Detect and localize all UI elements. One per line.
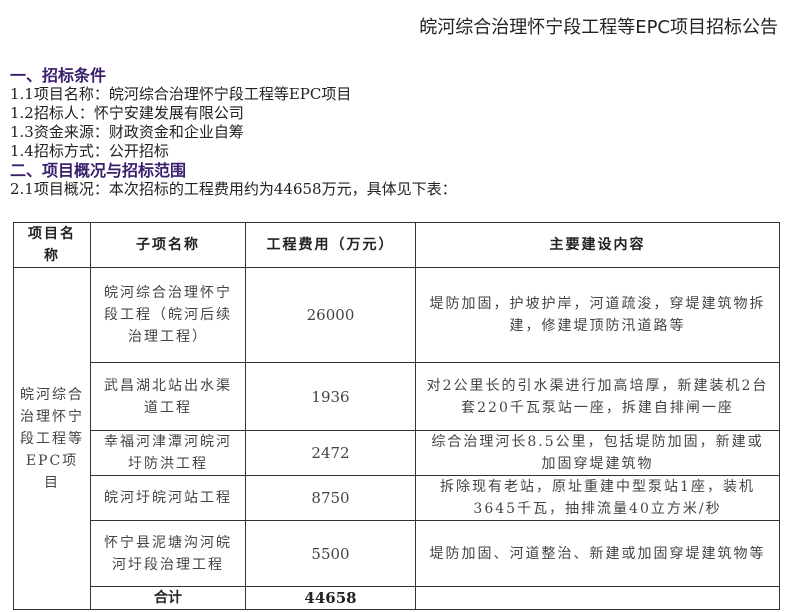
header-project: 项目名称 [13,222,91,268]
header-subitem: 子项名称 [90,222,246,268]
project-name-line: 1.1项目名称：皖河综合治理怀宁段工程等EPC项目 [10,85,352,103]
table-row: 皖河综合治理怀宁段工程等EPC项目 皖河综合治理怀宁段工程（皖河后续治理工程） … [13,267,780,610]
section-heading: 二、项目概况与招标范围 [10,161,187,180]
tenderer-line: 1.2招标人：怀宁安建发展有限公司 [10,104,244,122]
total-cost: 44658 [245,586,416,610]
subitem-content: 堤防加固、河道整治、新建或加固穿堤建筑物等 [415,520,780,587]
subitem-cost: 2472 [245,430,416,476]
project-table: 项目名称 子项名称 工程费用（万元） 主要建设内容 皖河综合治理怀宁段工程等EP… [13,222,780,610]
subitem-name: 怀宁县泥塘沟河皖河圩段治理工程 [90,520,246,587]
announcement-body: 一、招标条件 1.1项目名称：皖河综合治理怀宁段工程等EPC项目 1.2招标人：… [10,66,790,199]
subitem-cost: 5500 [245,520,416,587]
subitem-name: 皖河综合治理怀宁段工程（皖河后续治理工程） [90,267,246,363]
total-row: 合计 44658 [14,586,780,610]
subitem-cost: 26000 [245,267,416,363]
table-row: 怀宁县泥塘沟河皖河圩段治理工程 5500 堤防加固、河道整治、新建或加固穿堤建筑… [14,520,780,587]
header-cost: 工程费用（万元） [245,222,416,268]
project-cell: 皖河综合治理怀宁段工程等EPC项目 [13,267,91,610]
overview-line: 2.1项目概况：本次招标的工程费用约为44658万元，具体见下表： [10,180,457,198]
header-content: 主要建设内容 [415,222,780,268]
table-row: 皖河圩皖河站工程 8750 拆除现有老站，原址重建中型泵站1座，装机3645千瓦… [14,475,780,521]
page-title: 皖河综合治理怀宁段工程等EPC项目招标公告 [419,17,778,38]
subitem-name: 皖河圩皖河站工程 [90,475,246,521]
fund-source-line: 1.3资金来源：财政资金和企业自筹 [10,123,244,141]
subitem-content: 拆除现有老站，原址重建中型泵站1座，装机3645千瓦，抽排流量40立方米/秒 [415,475,780,521]
subitem-name: 幸福河津潭河皖河圩防洪工程 [90,430,246,476]
subitem-content: 对2公里长的引水渠进行加高培厚，新建装机2台套220千瓦泵站一座，拆建自排闸一座 [415,362,780,431]
subitem-content: 堤防加固，护坡护岸，河道疏浚，穿堤建筑物拆建，修建堤顶防汛道路等 [415,267,780,363]
section-heading: 一、招标条件 [10,66,107,85]
subitem-cost: 8750 [245,475,416,521]
table-row: 幸福河津潭河皖河圩防洪工程 2472 综合治理河长8.5公里，包括堤防加固，新建… [14,430,780,476]
table-row: 武昌湖北站出水渠道工程 1936 对2公里长的引水渠进行加高培厚，新建装机2台套… [14,362,780,431]
total-label: 合计 [90,586,246,610]
subitem-content: 综合治理河长8.5公里，包括堤防加固，新建或加固穿堤建筑物 [415,430,780,476]
subitem-name: 武昌湖北站出水渠道工程 [90,362,246,431]
total-content-empty [415,586,780,610]
subitem-cost: 1936 [245,362,416,431]
tender-method-line: 1.4招标方式：公开招标 [10,142,169,160]
table-header-row: 项目名称 子项名称 工程费用（万元） 主要建设内容 [13,222,780,268]
